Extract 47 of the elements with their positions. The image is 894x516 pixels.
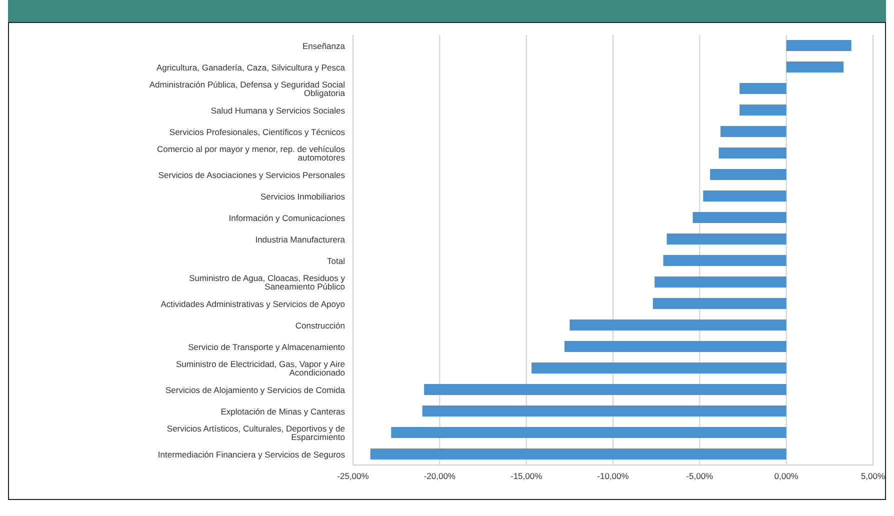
x-tick-label: -25,00% [337, 471, 370, 482]
bar [666, 234, 786, 244]
x-tick-label: -5,00% [686, 471, 714, 482]
bar [370, 448, 786, 460]
bar [652, 298, 786, 309]
y-tick-label: Suministro de Agua, Cloacas, Residuos y Saneamiento Público [189, 273, 346, 292]
bar [654, 276, 786, 288]
y-tick-label: Servicios Inmobiliarios [260, 191, 345, 202]
bar [692, 212, 786, 223]
y-tick-label: Administración Pública, Defensa y Seguridad Social Obligatoria [149, 80, 346, 98]
y-tick-label: Servicio de Transporte y Almacenamiento [188, 342, 346, 352]
y-tick-label: Enseñanza [302, 40, 346, 51]
y-tick-label: Construcción [295, 320, 346, 330]
bar [786, 62, 844, 72]
y-tick-label: Servicios de Alojamiento y Servicios de Comida [165, 384, 346, 395]
x-tick-label: 5,00% [860, 471, 886, 482]
y-tick-label: Actividades Administrativas y Servicios de Apoyo [160, 298, 346, 309]
x-tick-label: -20,00% [424, 471, 456, 482]
y-tick-label: Total [327, 256, 346, 266]
bar [570, 320, 786, 330]
bar [422, 406, 786, 416]
x-tick-label: 0,00% [774, 471, 799, 482]
x-tick-label: -10,00% [597, 471, 630, 482]
bar [740, 104, 786, 116]
bar [532, 362, 786, 374]
y-tick-label: Servicios Artísticos, Culturales, Deportivos y de Esparcimiento [166, 424, 346, 442]
y-tick-label: Intermediación Financiera y Servicios de Seguros [158, 449, 345, 460]
bar [663, 255, 786, 266]
x-tick-label: -15,00% [510, 471, 543, 482]
bar [740, 83, 786, 94]
y-tick-label: Información y Comunicaciones [228, 212, 345, 223]
y-tick-label: Comercio al por mayor y menor, rep. de vehículos automotores [156, 144, 345, 163]
bar [718, 148, 786, 158]
bar [424, 384, 786, 395]
bar [720, 126, 786, 137]
bar [564, 341, 786, 352]
bar [710, 169, 786, 180]
y-tick-label: Agricultura, Ganadería, Caza, Silvicultura y Pesca [156, 62, 346, 72]
bar [703, 190, 786, 202]
y-tick-label: Industria Manufacturera [255, 234, 346, 244]
bar [391, 427, 786, 438]
y-tick-label: Explotación de Minas y Canteras [220, 406, 345, 416]
y-tick-label: Servicios de Asociaciones y Servicios Personales [158, 170, 345, 180]
y-tick-label: Salud Humana y Servicios Sociales [210, 105, 345, 116]
y-tick-label: Servicios Profesionales, Científicos y Técnicos [169, 126, 345, 137]
y-tick-label: Suministro de Electricidad, Gas, Vapor y Aire Acondicionado [176, 359, 346, 378]
bar [786, 40, 852, 51]
